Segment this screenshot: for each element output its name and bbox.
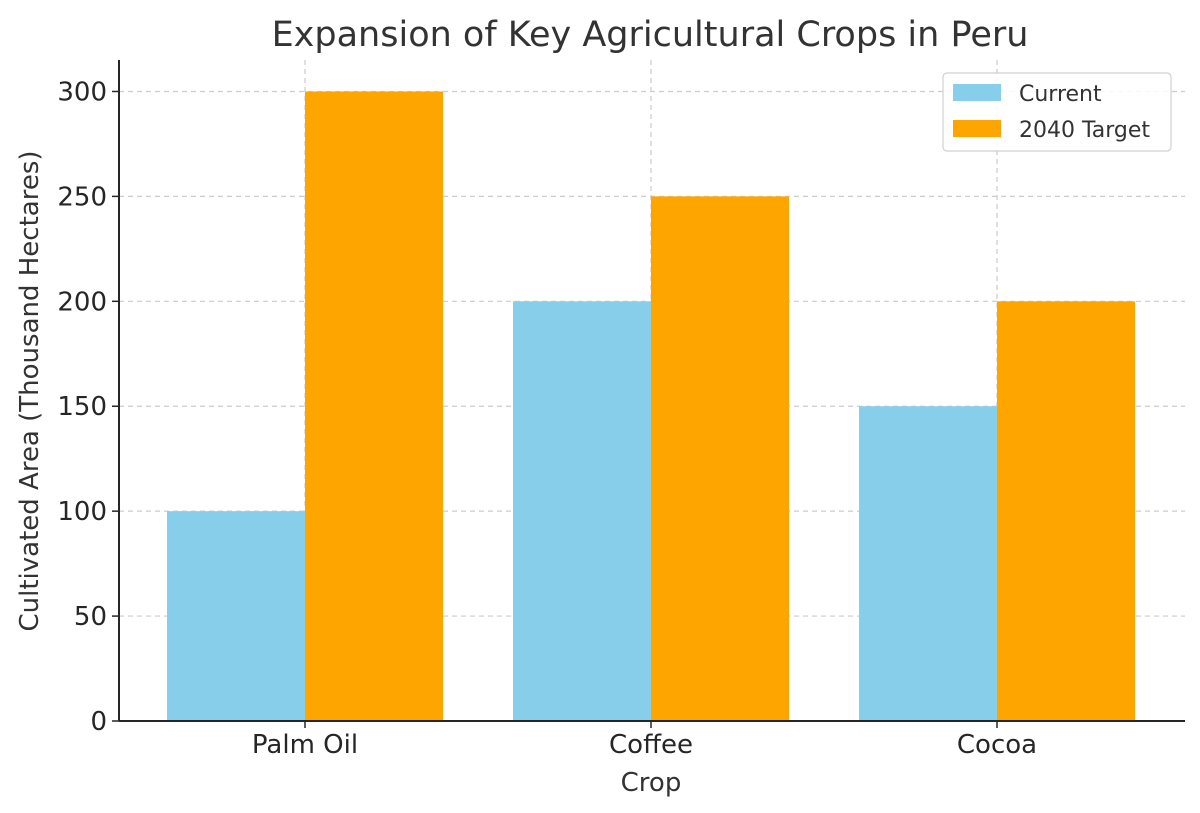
ticks: 0 50 100 150 200 250 300 Palm Oil Coffee Cocoa — [57, 77, 1037, 760]
x-tick-label-palm-oil: Palm Oil — [252, 730, 358, 760]
bars — [167, 91, 1135, 721]
axes — [118, 60, 1185, 722]
y-tick-label: 200 — [57, 287, 107, 317]
bar-2040-target-palm-oil — [305, 91, 443, 721]
x-tick-label-coffee: Coffee — [609, 730, 693, 760]
y-tick-label: 300 — [57, 77, 107, 107]
bar-current-coffee — [513, 301, 651, 721]
y-tick-label: 250 — [57, 182, 107, 212]
chart-title: Expansion of Key Agricultural Crops in P… — [272, 15, 1029, 55]
legend-label-current: Current — [1019, 82, 1102, 107]
bar-2040-target-coffee — [651, 196, 789, 721]
y-tick-label: 100 — [57, 497, 107, 527]
x-tick-label-cocoa: Cocoa — [957, 730, 1037, 760]
legend-swatch-current — [953, 84, 1001, 101]
bar-current-cocoa — [859, 406, 997, 721]
y-axis-label: Cultivated Area (Thousand Hectares) — [15, 150, 45, 631]
y-tick-label: 50 — [74, 602, 107, 632]
bar-2040-target-cocoa — [997, 301, 1135, 721]
y-tick-label: 0 — [90, 707, 107, 737]
bar-current-palm-oil — [167, 511, 305, 721]
legend: Current 2040 Target — [942, 72, 1172, 152]
y-tick-label: 150 — [57, 392, 107, 422]
legend-label-2040-target: 2040 Target — [1019, 118, 1150, 143]
legend-swatch-2040-target — [953, 120, 1001, 137]
x-axis-label: Crop — [621, 768, 682, 798]
